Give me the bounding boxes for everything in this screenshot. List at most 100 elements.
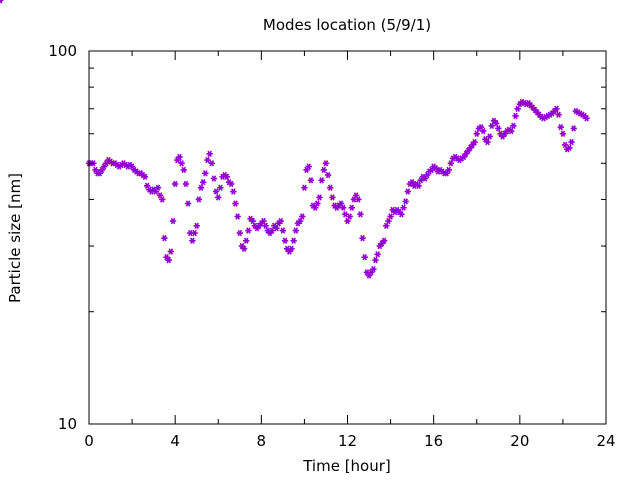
- data-point: [415, 182, 422, 190]
- data-point: [159, 196, 166, 203]
- data-point: [208, 160, 215, 167]
- data-point: [329, 194, 336, 201]
- data-point: [292, 227, 299, 234]
- data-point: [318, 177, 325, 184]
- data-point: [180, 166, 187, 174]
- data-point: [204, 156, 211, 164]
- y-axis-label: Particle size [nm]: [6, 173, 24, 303]
- data-point: [223, 173, 231, 180]
- data-point: [281, 237, 289, 244]
- x-tick-label: 0: [84, 432, 94, 450]
- data-point: [324, 171, 332, 179]
- data-point: [471, 138, 478, 146]
- data-point: [210, 175, 218, 182]
- x-tick-label: 4: [170, 432, 180, 450]
- data-point: [398, 211, 405, 218]
- data-point: [570, 125, 577, 132]
- data-point: [555, 111, 562, 118]
- data-point: [568, 138, 575, 146]
- data-point: [557, 123, 564, 131]
- data-point: [217, 184, 224, 191]
- data-point: [165, 256, 172, 264]
- data-point: [372, 256, 379, 264]
- data-point: [290, 237, 297, 244]
- data-point: [374, 251, 381, 258]
- data-points: [0, 0, 590, 279]
- data-point: [230, 188, 237, 195]
- data-point: [566, 144, 573, 152]
- data-point: [176, 153, 183, 161]
- data-point: [400, 204, 407, 211]
- data-point: [361, 254, 368, 261]
- data-point: [473, 130, 480, 137]
- data-point: [383, 222, 390, 229]
- data-point: [357, 211, 364, 218]
- data-point: [447, 160, 455, 167]
- data-point: [202, 170, 209, 177]
- data-point: [344, 217, 351, 225]
- data-point: [206, 150, 213, 158]
- data-point: [346, 213, 353, 220]
- data-point: [486, 133, 493, 140]
- data-point: [288, 245, 295, 252]
- data-point: [199, 178, 207, 186]
- axes: 0 4 8 12 16 20 24 10 100: [48, 42, 615, 450]
- x-tick-label: 16: [424, 432, 443, 450]
- data-point: [156, 192, 164, 199]
- data-point: [320, 166, 327, 174]
- data-point: [191, 229, 198, 237]
- data-point: [243, 237, 250, 244]
- data-point: [339, 204, 347, 211]
- data-point: [299, 213, 306, 220]
- x-tick-label: 24: [596, 432, 615, 450]
- data-point: [322, 160, 330, 167]
- data-point: [484, 138, 491, 146]
- data-point: [182, 180, 190, 188]
- data-point: [404, 188, 412, 195]
- x-tick-label: 8: [257, 432, 267, 450]
- data-point: [559, 130, 567, 137]
- data-point: [370, 266, 377, 273]
- data-point: [480, 127, 487, 135]
- data-point: [380, 237, 388, 244]
- data-point: [508, 127, 515, 135]
- data-point: [171, 180, 179, 188]
- x-tick-label: 12: [338, 432, 357, 450]
- data-point: [161, 234, 168, 242]
- data-point: [402, 198, 409, 205]
- data-point: [212, 188, 220, 195]
- data-point: [141, 173, 149, 180]
- data-point: [143, 182, 151, 190]
- data-point: [553, 105, 560, 112]
- data-point: [352, 192, 360, 199]
- data-point: [277, 217, 284, 225]
- data-point: [193, 222, 200, 229]
- data-point: [167, 248, 175, 255]
- y-tick-label: 100: [48, 42, 77, 60]
- data-point: [245, 227, 252, 234]
- data-point: [232, 200, 239, 207]
- data-point: [215, 194, 222, 201]
- data-point: [510, 122, 517, 130]
- data-point: [583, 115, 590, 122]
- data-point: [355, 196, 362, 203]
- x-axis-label: Time [hour]: [302, 457, 391, 475]
- chart-title: Modes location (5/9/1): [263, 16, 431, 34]
- data-point: [359, 234, 366, 242]
- data-point: [512, 112, 519, 120]
- data-point: [348, 204, 356, 211]
- data-point: [445, 166, 452, 174]
- data-point: [385, 217, 392, 225]
- data-point: [307, 177, 315, 184]
- y-tick-label: 10: [58, 415, 77, 433]
- data-point: [305, 163, 312, 170]
- data-point: [301, 184, 308, 191]
- data-point: [240, 245, 248, 252]
- data-point: [495, 125, 502, 132]
- data-point: [236, 229, 243, 237]
- data-point: [327, 184, 334, 191]
- data-point: [178, 160, 185, 167]
- data-point: [195, 196, 203, 203]
- data-point: [227, 180, 235, 188]
